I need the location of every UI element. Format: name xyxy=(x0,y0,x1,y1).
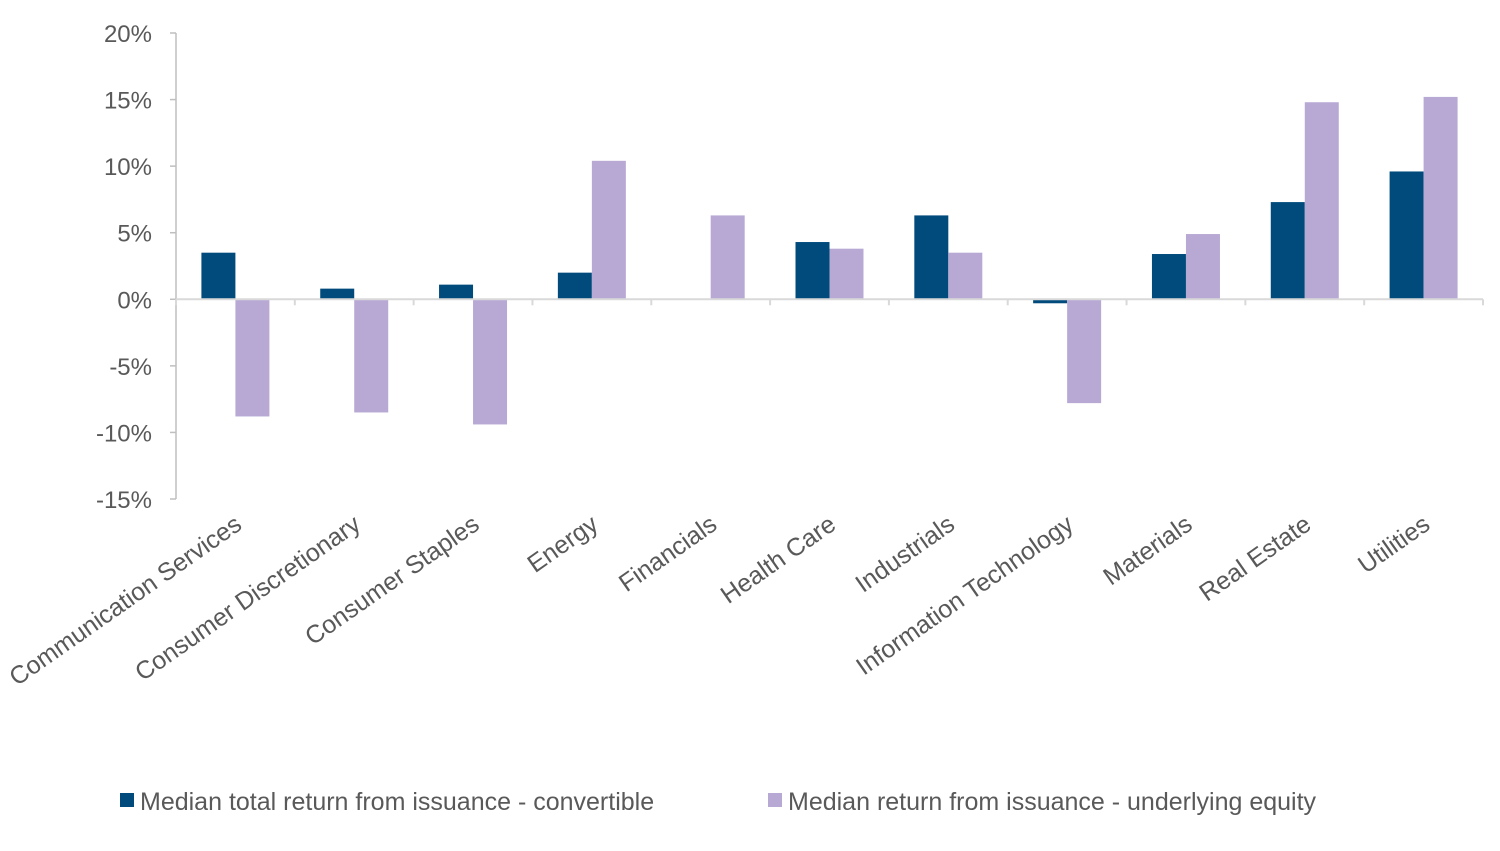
bar-series-2-8 xyxy=(1185,234,1220,300)
x-tick-label: Financials xyxy=(614,510,722,597)
y-tick-label: 5% xyxy=(117,221,152,248)
legend-swatch-1 xyxy=(120,793,134,807)
bar-series-2-2 xyxy=(473,299,508,425)
x-tick-label: Real Estate xyxy=(1194,510,1316,607)
bar-series-2-1 xyxy=(354,299,389,413)
bar-series-2-6 xyxy=(948,252,983,300)
y-tick-label: -10% xyxy=(96,420,152,447)
bar-series-1-9 xyxy=(1270,202,1305,300)
x-tick-label: Communication Services xyxy=(4,510,247,692)
legend-label-1: Median total return from issuance - conv… xyxy=(140,788,654,816)
y-tick-label: 0% xyxy=(117,287,152,314)
x-tick-label: Utilities xyxy=(1353,510,1435,579)
y-tick-label: 10% xyxy=(104,154,152,181)
y-tick-label: 20% xyxy=(104,21,152,48)
bar-series-1-8 xyxy=(1151,254,1186,300)
bar-series-1-2 xyxy=(439,284,474,300)
y-tick-label: -15% xyxy=(96,487,152,514)
bar-series-1-7 xyxy=(1033,299,1068,304)
x-tick-label: Information Technology xyxy=(851,510,1079,681)
bar-series-2-7 xyxy=(1067,299,1102,404)
bar-series-1-10 xyxy=(1389,171,1424,300)
bar-series-1-0 xyxy=(201,252,236,300)
legend: Median total return from issuance - conv… xyxy=(120,788,1317,816)
bar-series-1-1 xyxy=(320,288,355,300)
bar-series-2-9 xyxy=(1304,102,1339,300)
bar-series-1-3 xyxy=(557,272,592,300)
bar-series-1-6 xyxy=(914,215,949,300)
x-tick-label: Consumer Discretionary xyxy=(130,510,366,687)
bars xyxy=(201,96,1458,425)
x-tick-label: Industrials xyxy=(850,510,959,598)
y-tick-label: -5% xyxy=(109,354,152,381)
bar-series-1-5 xyxy=(795,242,830,300)
legend-label-2: Median return from issuance - underlying… xyxy=(788,788,1317,816)
x-tick-label: Energy xyxy=(522,510,603,579)
legend-swatch-2 xyxy=(768,793,782,807)
bar-series-2-4 xyxy=(710,215,745,300)
bar-series-2-10 xyxy=(1423,96,1458,300)
y-tick-label: 15% xyxy=(104,88,152,115)
y-axis: -15% -10% -5% 0% 5% 10% 15% 20% xyxy=(96,21,177,514)
bar-series-2-0 xyxy=(235,299,270,417)
x-tick-label: Health Care xyxy=(716,510,841,609)
bar-series-2-3 xyxy=(591,160,626,300)
x-tick-label: Materials xyxy=(1098,510,1197,591)
bar-series-2-5 xyxy=(829,248,864,300)
